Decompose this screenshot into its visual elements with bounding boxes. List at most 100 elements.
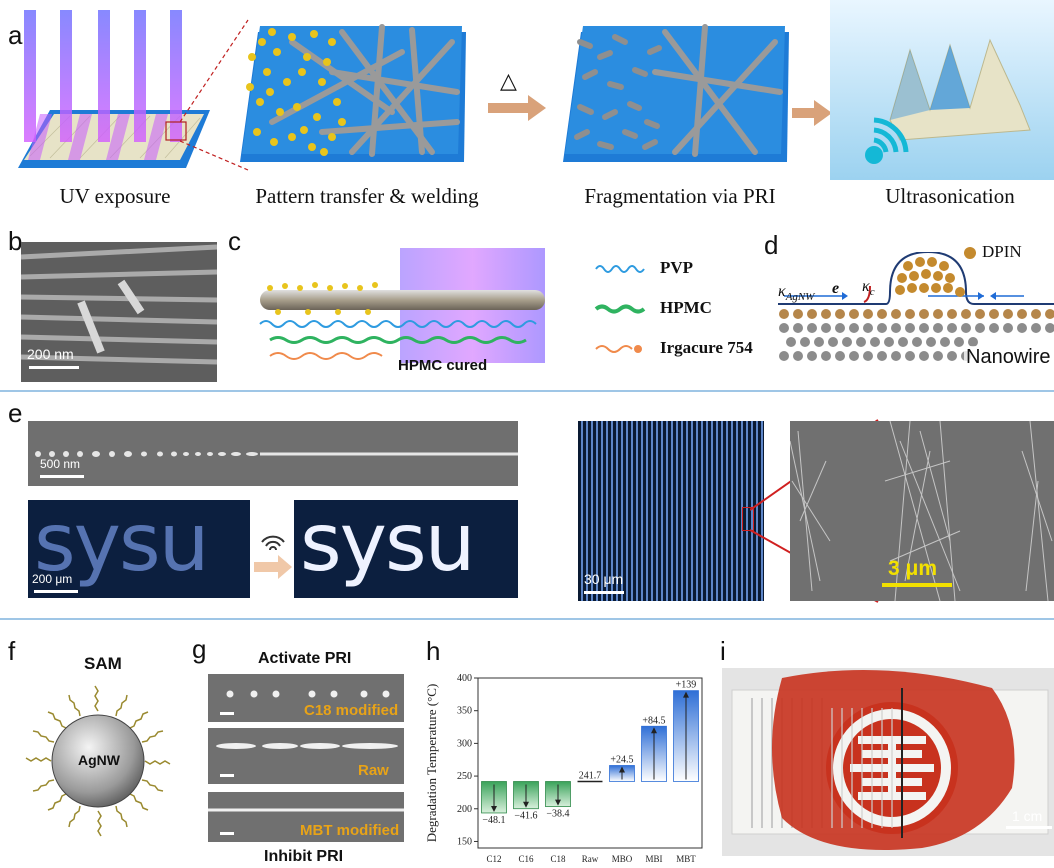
sysu-after-text: sysu [300, 500, 475, 589]
scale-label-b: 200 nm [27, 346, 74, 362]
y-axis-label: Degradation Temperature (°C) [424, 684, 439, 843]
process-arrow-1 [488, 95, 548, 121]
activate-pri-title: Activate PRI [258, 650, 352, 667]
legend-hpmc-icon [594, 302, 646, 316]
inhibit-pri-title: Inhibit PRI [264, 848, 344, 865]
x-tick-label-MBT: MBT [676, 854, 696, 864]
arrow-head-C16 [523, 801, 529, 808]
ultrasonic-arrow [252, 522, 294, 582]
sem-raw: Raw [208, 728, 404, 784]
tag-raw: Raw [358, 762, 389, 779]
y-tick-label: 350 [457, 706, 472, 717]
kappa-c-label: κc [862, 278, 875, 298]
sem-image-nanowires: 200 nm [21, 242, 217, 382]
legend-hpmc-label: HPMC [660, 298, 712, 317]
pattern-transfer-illustration [232, 12, 472, 180]
sysu-after-image: sysu [294, 500, 518, 598]
scale-bar-e-sysu [34, 590, 78, 593]
sem-mbt-modified: MBT modified [208, 792, 404, 842]
agnw-core-label: AgNW [78, 752, 120, 768]
arrow-head-MBO [619, 766, 625, 773]
heat-delta-symbol: △ [500, 68, 517, 93]
scale-label-e-zoom: 3 μm [888, 557, 938, 580]
legend-dpin-dot [964, 247, 976, 259]
uv-exposure-illustration [10, 10, 215, 178]
degradation-temperature-chart: 150 200 250 300 350 400 Degradation Temperatur… [424, 673, 703, 864]
scale-bar-g2 [220, 774, 234, 777]
panel-letter-d: d [764, 230, 779, 260]
tag-c18-modified: C18 modified [304, 702, 399, 719]
delta-label-C12: −48.1 [482, 815, 505, 826]
electron-label: e [832, 280, 840, 297]
kappa-c-subscript: c [869, 286, 875, 299]
legend-pvp-label: PVP [660, 258, 694, 277]
legend-irgacure-icon [594, 342, 646, 356]
x-tick-label-C18: C18 [550, 854, 566, 864]
kappa-agnw-label: κAgNW [778, 283, 814, 303]
scale-bar-e-grid [584, 591, 624, 594]
ripening-diagram [778, 250, 1054, 380]
sam-particle-illustration [18, 676, 178, 846]
y-tick-label: 300 [457, 738, 472, 749]
panel-letter-c: c [228, 226, 241, 256]
sem-c18-modified: C18 modified [208, 674, 404, 722]
panel-letter-f: f [8, 636, 16, 666]
panel-letter-a: a [8, 20, 23, 50]
arrow-head-C18 [555, 799, 561, 806]
y-tick-label: 400 [457, 673, 472, 684]
legend-pvp-icon [594, 262, 646, 276]
caption-pattern-transfer: Pattern transfer & welding [255, 184, 479, 208]
process-arrow-2 [792, 100, 832, 126]
scale-label-e-grid: 30 μm [584, 571, 624, 587]
caption-fragmentation: Fragmentation via PRI [584, 184, 776, 208]
arrow-head-C12 [491, 805, 497, 812]
kappa-c-symbol: κ [862, 278, 870, 295]
caption-ultrasonication: Ultrasonication [885, 184, 1015, 208]
delta-label-MBT: +139 [676, 680, 697, 691]
panel-letter-b: b [8, 226, 23, 256]
scale-label-e-top: 500 nm [40, 457, 81, 471]
kappa-agnw-symbol: κ [778, 283, 786, 300]
scale-bar-g1 [220, 712, 234, 715]
arrow-head-MBI [651, 727, 657, 734]
x-tick-label-C16: C16 [518, 854, 534, 864]
x-tick-label-Raw: Raw [582, 854, 599, 864]
hpmc-cured-label: HPMC cured [398, 357, 488, 374]
tag-mbt-modified: MBT modified [300, 822, 400, 839]
sem-grating-zoom: 3 μm [790, 421, 1054, 601]
sem-fragmented-wire: 500 nm [28, 421, 518, 486]
delta-label-MBO: +24.5 [610, 754, 633, 765]
panel-letter-h: h [426, 636, 441, 666]
scale-label-e-sysu: 200 μm [32, 572, 73, 586]
baseline-label: 241.7 [579, 771, 602, 782]
scale-bar-e-top [40, 475, 84, 478]
panel-letter-e: e [8, 398, 23, 428]
legend-irgacure-label: Irgacure 754 [660, 338, 753, 357]
scale-bar-i [1006, 826, 1052, 829]
delta-label-C18: −38.4 [546, 809, 569, 820]
plot-frame [477, 677, 703, 849]
panel-letter-g: g [192, 634, 207, 664]
panel-letter-i: i [720, 636, 726, 666]
delta-label-C16: −41.6 [514, 811, 537, 822]
x-tick-label-MBO: MBO [612, 854, 633, 864]
x-tick-label-MBI: MBI [645, 854, 662, 864]
sam-title: SAM [84, 654, 122, 673]
zoom-lines-a [179, 15, 250, 175]
y-tick-label: 200 [457, 804, 472, 815]
coated-nanowire-illustration [250, 248, 550, 388]
separator-bottom [0, 618, 1054, 620]
grating-dark-field-image: 30 μm [578, 421, 764, 601]
y-tick-label: 250 [457, 771, 472, 782]
y-tick-label: 150 [457, 836, 472, 847]
zoom-box-e [742, 507, 754, 531]
caption-uv-exposure: UV exposure [59, 184, 171, 208]
patterned-substrate-photo: 1 cm [722, 668, 1054, 856]
x-tick-label-C12: C12 [486, 854, 501, 864]
kappa-agnw-subscript: AgNW [785, 291, 815, 304]
legend-dpin-label: DPIN [982, 242, 1022, 261]
separator-top [0, 390, 1054, 392]
scale-label-i: 1 cm [1012, 808, 1043, 824]
nanowire-label: Nanowire [964, 346, 1053, 369]
arrow-head-MBT [683, 691, 689, 698]
